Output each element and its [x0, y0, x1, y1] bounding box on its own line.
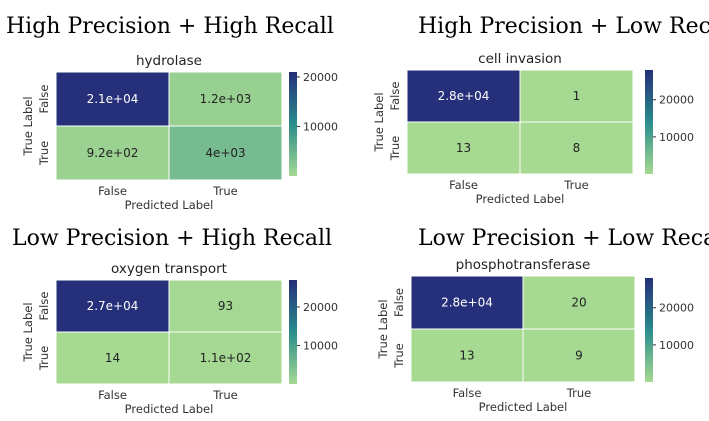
cell-value-label: 2.8e+04 — [438, 89, 490, 103]
colorbar-tick-label: 10000 — [303, 120, 338, 133]
x-tick-label: False — [98, 184, 127, 198]
panel-heading: High Precision + Low Recall — [418, 14, 709, 39]
heatmap-cell — [168, 331, 283, 385]
cell-value-label: 8 — [573, 141, 581, 155]
heatmap-cell — [522, 275, 636, 330]
colorbar — [645, 70, 653, 174]
x-tick-label: True — [563, 178, 588, 192]
panel-heading: Low Precision + Low Recall — [418, 226, 709, 251]
heatmap-cell — [410, 275, 524, 330]
y-tick-label: True — [37, 141, 51, 166]
x-tick-label: True — [212, 388, 237, 402]
colorbar-tick-label: 10000 — [659, 339, 694, 352]
chart-title: oxygen transport — [111, 261, 227, 277]
cell-value-label: 2.8e+04 — [441, 296, 493, 310]
heatmap-cell — [519, 121, 634, 175]
y-tick-label: True — [392, 343, 406, 368]
chart-title: phosphotransferase — [456, 257, 591, 273]
cell-value-label: 4e+03 — [205, 146, 245, 160]
heatmap-cell — [55, 279, 170, 333]
y-axis-label: True Label — [21, 302, 35, 362]
colorbar-tick-label: 20000 — [303, 301, 338, 314]
cell-value-label: 2.7e+04 — [87, 299, 139, 313]
x-axis-label: Predicted Label — [125, 198, 214, 212]
x-tick-label: True — [212, 184, 237, 198]
y-axis-label: True Label — [376, 299, 390, 359]
cell-value-label: 9 — [575, 349, 583, 363]
cell-value-label: 14 — [105, 351, 120, 365]
cell-value-label: 2.1e+04 — [87, 92, 139, 106]
colorbar — [289, 280, 297, 384]
colorbar-tick-label: 20000 — [659, 94, 694, 107]
cell-value-label: 1.2e+03 — [200, 92, 252, 106]
colorbar — [645, 278, 653, 382]
x-tick-label: False — [449, 178, 478, 192]
cell-value-label: 20 — [571, 296, 586, 310]
colorbar-tick-label: 10000 — [303, 339, 338, 352]
heatmap-cell — [519, 69, 634, 123]
panel-heading: High Precision + High Recall — [6, 14, 334, 39]
y-tick-label: True — [37, 346, 51, 371]
x-axis-label: Predicted Label — [476, 192, 565, 206]
y-tick-label: False — [388, 82, 402, 111]
chart-title: cell invasion — [478, 51, 562, 67]
y-axis-label: True Label — [21, 96, 35, 156]
x-tick-label: False — [453, 386, 482, 400]
cell-value-label: 93 — [218, 299, 233, 313]
heatmap-cell — [55, 125, 170, 181]
heatmap-cell — [168, 71, 283, 127]
cell-value-label: 9.2e+02 — [87, 146, 139, 160]
y-tick-label: False — [392, 288, 406, 317]
y-tick-label: True — [388, 136, 402, 161]
cell-value-label: 1 — [573, 89, 581, 103]
colorbar — [289, 72, 297, 176]
heatmap-cell — [55, 331, 170, 385]
heatmap-cell — [406, 121, 521, 175]
y-tick-label: False — [37, 85, 51, 114]
cell-value-label: 13 — [456, 141, 471, 155]
x-axis-label: Predicted Label — [125, 402, 214, 416]
heatmap-cell — [168, 125, 283, 181]
heatmap-cell — [522, 328, 636, 383]
y-tick-label: False — [37, 292, 51, 321]
confusion-panel-2: High Precision + Low Recall cell invasion… — [372, 14, 709, 206]
x-tick-label: True — [566, 386, 591, 400]
panel-heading: Low Precision + High Recall — [12, 226, 332, 251]
colorbar-tick-label: 20000 — [303, 71, 338, 84]
confusion-panel-4: Low Precision + Low Recall phosphotransfe… — [376, 226, 709, 414]
cell-value-label: 13 — [459, 349, 474, 363]
x-axis-label: Predicted Label — [479, 400, 568, 414]
x-tick-label: False — [98, 388, 127, 402]
colorbar-tick-label: 20000 — [659, 302, 694, 315]
colorbar-tick-label: 10000 — [659, 131, 694, 144]
confusion-panel-1: High Precision + High Recall hydrolase 2.1… — [6, 14, 338, 212]
confusion-panel-3: Low Precision + High Recall oxygen transp… — [12, 226, 338, 416]
heatmap-cell — [55, 71, 170, 127]
heatmap-cell — [168, 279, 283, 333]
chart-title: hydrolase — [136, 53, 202, 69]
cell-value-label: 1.1e+02 — [200, 351, 252, 365]
y-axis-label: True Label — [372, 92, 386, 152]
